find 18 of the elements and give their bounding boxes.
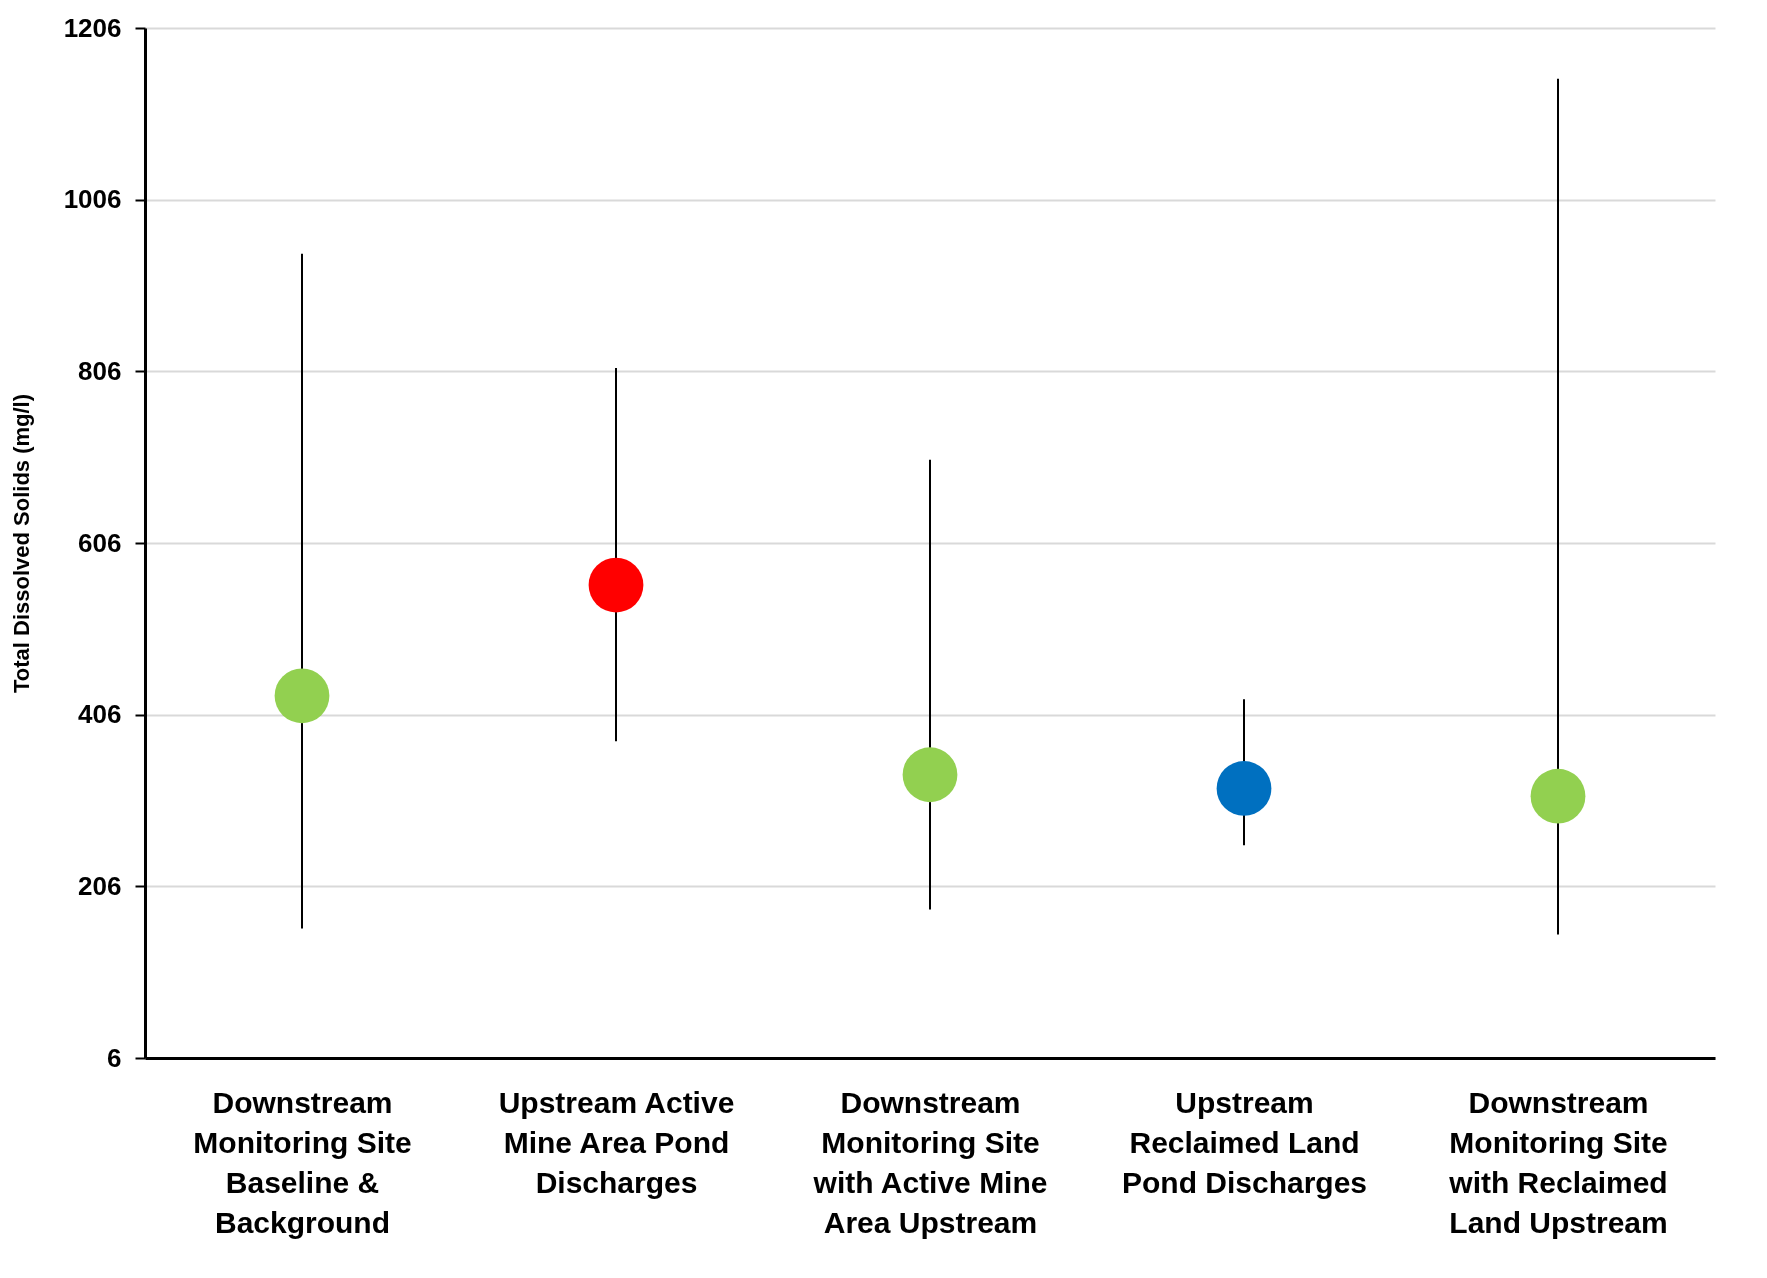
x-tick-label: Upstream Active Mine Area Pond Discharges — [498, 1085, 735, 1199]
y-tick-label: 1006 — [63, 184, 122, 215]
point — [902, 747, 958, 803]
y-tick-label: 1206 — [63, 12, 122, 43]
point — [274, 668, 330, 724]
y-tick-label: 206 — [78, 870, 122, 901]
x-tick-label: Downstream Monitoring Site with Active Mine Area Upstream — [812, 1085, 1048, 1239]
x-tick-label: Downstream Monitoring Site Baseline & Background — [193, 1085, 412, 1239]
y-tick-label: 406 — [78, 699, 122, 730]
point — [1216, 761, 1272, 816]
y-tick-label: 6 — [107, 1042, 122, 1073]
point — [1530, 768, 1586, 824]
x-tick-label: Downstream Monitoring Site with Reclaimed Land Upstream — [1448, 1085, 1668, 1239]
x-tick-label: Upstream Reclaimed Land Pond Discharges — [1121, 1085, 1368, 1199]
y-axis-title: Total Dissolved Solids (mg/l) — [8, 393, 34, 694]
point — [588, 557, 644, 613]
y-tick-label: 806 — [78, 355, 122, 386]
y-tick-label: 606 — [78, 527, 122, 558]
